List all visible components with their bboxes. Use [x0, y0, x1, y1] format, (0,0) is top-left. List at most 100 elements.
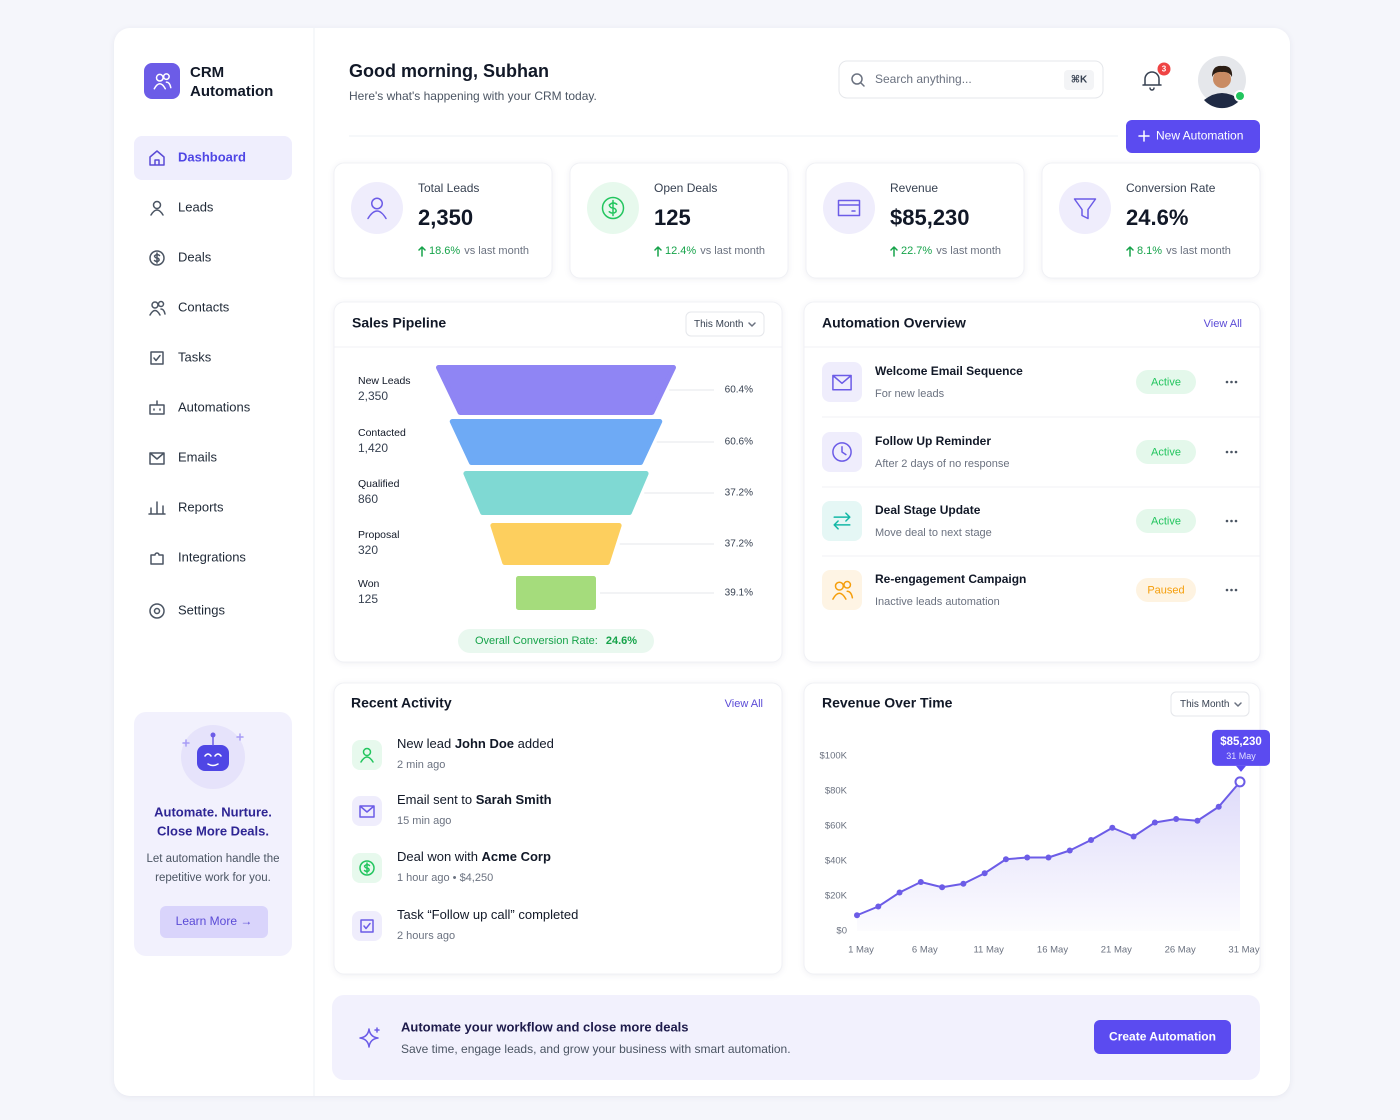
nav-item[interactable]: Automations — [150, 399, 251, 414]
tooltip-date: 31 May — [1226, 751, 1256, 761]
kpi-arrow — [419, 247, 425, 256]
kpi-change-value: 12.4% — [665, 245, 696, 257]
kpi-value: 2,350 — [418, 205, 473, 230]
view-all-link[interactable]: View All — [1204, 318, 1242, 330]
nav-item[interactable]: Settings — [150, 602, 225, 618]
search-box[interactable]: Search anything... ⌘K — [838, 60, 1104, 99]
brand-line: CRM — [190, 64, 224, 81]
automation-name: Re-engagement Campaign — [875, 572, 1026, 586]
notifications[interactable]: 3 — [1143, 62, 1171, 91]
avatar-body — [1204, 93, 1240, 109]
activity-time: 1 hour ago • $4,250 — [397, 872, 493, 884]
promo-title: Close More Deals. — [157, 823, 269, 838]
activity-text-part: Acme Corp — [482, 849, 551, 864]
nav-icon-shape — [150, 401, 164, 414]
greeting: Good morning, Subhan — [349, 61, 549, 81]
activity-icon — [360, 861, 374, 875]
view-all-link[interactable]: View All — [725, 698, 763, 710]
automation-icon — [834, 513, 850, 529]
nav-item[interactable]: Integrations — [151, 549, 246, 564]
menu-dot — [1230, 519, 1233, 523]
automation-row: Follow Up Reminder After 2 days of no res… — [822, 432, 1260, 488]
kpi-icon-bg — [823, 182, 875, 234]
activity-text-part: New lead — [397, 736, 455, 751]
row-menu[interactable] — [1225, 380, 1238, 384]
menu-dot — [1234, 450, 1238, 454]
kpi-card-bg — [333, 162, 553, 279]
nav-label: Tasks — [178, 349, 212, 364]
activity-icon-bg — [352, 911, 382, 941]
nav-label: Deals — [178, 249, 212, 264]
menu-dot — [1225, 519, 1229, 523]
create-automation-button[interactable]: Create Automation — [1094, 1020, 1231, 1054]
period-filter[interactable]: This Month — [685, 311, 765, 337]
filter-bg — [685, 311, 765, 337]
filter-label: This Month — [1180, 699, 1229, 710]
nav-icon — [150, 302, 165, 316]
automation-icon-bg — [822, 570, 862, 610]
promo-sparkle — [183, 734, 243, 746]
activity-row: Email sent to Sarah Smith 15 min ago — [352, 792, 552, 827]
stage-value: 860 — [358, 492, 378, 506]
automation-icon — [833, 443, 851, 461]
revenue-point — [1151, 819, 1158, 826]
promo-title: Automate. Nurture. — [154, 804, 272, 819]
nav-active-bg — [134, 136, 292, 180]
tooltip-value: $85,230 — [1220, 736, 1262, 748]
stage-label: Contacted — [358, 427, 406, 439]
kpi-icon-shape — [603, 198, 624, 219]
activity-text: Email sent to Sarah Smith — [397, 792, 552, 807]
kpi-change: 18.6% vs last month — [429, 245, 529, 257]
learn-more-button[interactable]: Learn More → — [160, 906, 268, 938]
revenue-point — [1109, 824, 1116, 831]
nav-icon — [150, 401, 164, 414]
period-filter[interactable]: This Month — [1170, 691, 1250, 717]
revenue-card: Revenue Over Time This Month $0 $20K $40K $60… — [803, 682, 1270, 975]
activity-text-part: Task “Follow up call” completed — [397, 907, 578, 922]
promo-text: Let automation handle the — [147, 853, 280, 865]
avatar-hair — [1212, 65, 1233, 77]
rate-label: 37.2% — [725, 488, 753, 499]
kpi-icon-shape — [368, 198, 386, 218]
automation-desc: After 2 days of no response — [875, 458, 1010, 470]
nav-item[interactable]: Leads — [151, 199, 214, 215]
automation-desc: For new leads — [875, 388, 945, 400]
kpi-card-bg — [1041, 162, 1261, 279]
revenue-point — [854, 912, 860, 919]
nav-item[interactable]: Dashboard — [134, 136, 292, 180]
nav-item[interactable]: Emails — [150, 449, 218, 464]
kpi-card: Revenue $85,230 22.7% vs last month — [805, 162, 1025, 279]
activity-card: Recent Activity View All New lead John Doe… — [333, 682, 783, 975]
kpi-card: Conversion Rate 24.6% 8.1% vs last month — [1041, 162, 1261, 279]
kpi-change-value: 8.1% — [1137, 245, 1162, 257]
funnel-stage — [463, 471, 649, 515]
y-tick-label: $0 — [836, 926, 847, 937]
new-automation-button[interactable]: New Automation — [1126, 120, 1260, 153]
nav-item[interactable]: Reports — [149, 499, 224, 514]
activity-text-part: Sarah Smith — [476, 792, 552, 807]
nav-item[interactable]: Deals — [150, 249, 212, 265]
row-menu[interactable] — [1225, 450, 1238, 454]
nav-item[interactable]: Tasks — [151, 349, 212, 364]
nav-icon — [150, 151, 164, 165]
menu-dot — [1234, 380, 1238, 384]
rate-label: 60.6% — [725, 437, 753, 448]
kpi-value: $85,230 — [890, 205, 970, 230]
tooltip: $85,230 31 May — [1212, 729, 1270, 772]
card-title: Sales Pipeline — [352, 315, 446, 331]
status-label: Active — [1151, 515, 1181, 527]
avatar[interactable] — [1198, 56, 1246, 109]
nav-icon — [149, 502, 165, 514]
revenue-point — [1088, 837, 1095, 843]
nav-item[interactable]: Contacts — [150, 299, 230, 315]
activity-row: Task “Follow up call” completed 2 hours a… — [352, 907, 578, 942]
row-menu[interactable] — [1225, 588, 1238, 592]
row-menu[interactable] — [1225, 519, 1238, 523]
automation-icon-bg — [822, 362, 862, 402]
create-automation-label: Create Automation — [1109, 1030, 1216, 1044]
stage-value: 125 — [358, 592, 378, 606]
kpi-card: Open Deals 125 12.4% vs last month — [569, 162, 789, 279]
nav-icon-shape — [150, 302, 165, 316]
automation-row: Welcome Email Sequence For new leads Activ… — [822, 362, 1260, 418]
kpi-icon-shape — [1075, 199, 1096, 219]
